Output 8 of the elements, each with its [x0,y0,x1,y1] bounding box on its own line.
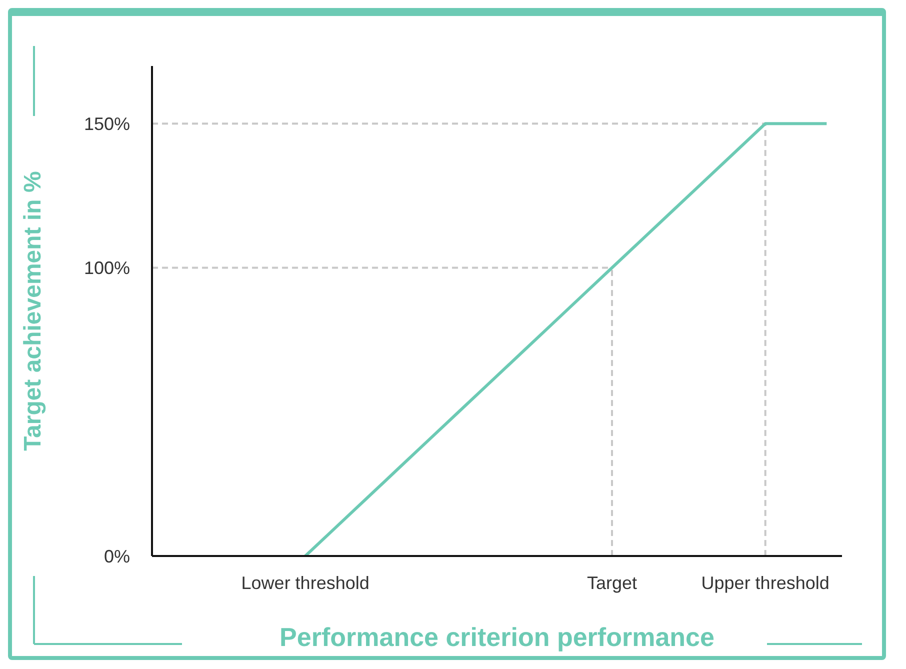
x-tick-label: Upper threshold [701,572,830,593]
x-tick-label: Target [586,572,638,593]
y-tick-label: 150% [84,114,130,134]
y-axis-title: Target achievement in % [20,171,47,451]
y-tick-label: 100% [84,258,130,278]
x-tick-label: Lower threshold [241,572,370,593]
y-tick-label: 0% [104,546,130,566]
x-axis-title: Performance criterion performance [280,622,714,652]
